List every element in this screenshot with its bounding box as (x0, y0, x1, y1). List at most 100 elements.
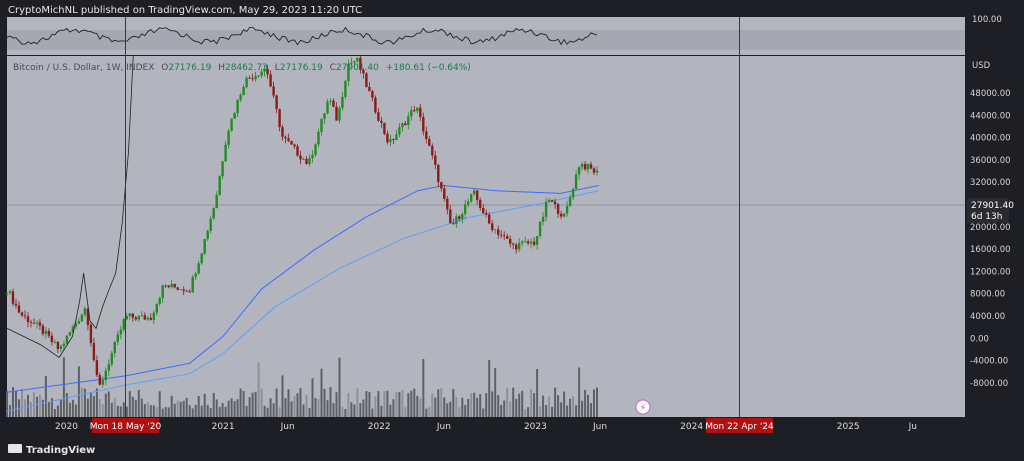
volume-bar (371, 408, 374, 417)
candle (233, 111, 236, 119)
candle (550, 199, 554, 203)
volume-bar (62, 357, 65, 417)
volume-bar (278, 407, 281, 417)
volume-bar (15, 391, 17, 417)
candle (494, 229, 497, 234)
volume-bar (596, 387, 598, 417)
volume-bar (275, 388, 278, 417)
volume-bar (353, 404, 356, 417)
volume-bar (140, 398, 143, 417)
pattern-trace-drawing (6, 55, 134, 358)
volume-bar (434, 397, 437, 417)
candle (524, 236, 527, 243)
candle (374, 95, 377, 114)
candle (89, 322, 93, 347)
volume-bar (30, 401, 32, 417)
candle (479, 197, 482, 211)
last-price-badge (967, 198, 1009, 223)
volume-bar (227, 400, 230, 417)
candle (440, 181, 443, 192)
volume-bar (269, 398, 272, 417)
candle (526, 239, 530, 246)
candle (509, 235, 512, 248)
volume-bar (302, 404, 305, 417)
candle (302, 157, 305, 160)
candle (290, 140, 293, 145)
volume-bar (116, 405, 119, 417)
volume-bar (194, 404, 197, 417)
volume-bar (416, 395, 419, 417)
volume-bar (491, 391, 494, 417)
volume-bar (383, 391, 386, 417)
volume-bar (443, 397, 446, 417)
volume-bar (146, 402, 149, 417)
volume-bar (101, 404, 104, 417)
candle (413, 105, 416, 113)
candle (272, 81, 275, 99)
candle (556, 203, 560, 218)
volume-bar (230, 398, 233, 417)
candle (503, 231, 506, 240)
volume-bar (104, 393, 107, 417)
volume-bar (152, 405, 155, 417)
volume-bar (389, 404, 392, 417)
volume-bar (344, 409, 347, 417)
candle (146, 315, 149, 321)
volume-bar (293, 396, 296, 417)
volume-bar (506, 387, 509, 417)
volume-bar (149, 405, 152, 417)
candle (122, 317, 125, 332)
volume-bar (107, 391, 110, 417)
lightning-event-icon[interactable] (635, 399, 651, 415)
candle (458, 215, 461, 222)
candle (23, 310, 27, 320)
candle (428, 135, 431, 147)
price-tick: 16000.00 (970, 245, 1011, 255)
volume-bar (548, 396, 551, 417)
candle (586, 163, 590, 174)
volume-bar (461, 397, 464, 417)
candle (574, 170, 578, 190)
candle (11, 288, 15, 307)
candle (83, 306, 87, 317)
volume-bar (572, 396, 575, 417)
candle (437, 164, 440, 188)
volume-bar (179, 401, 182, 417)
legend-low: 27176.19 (280, 63, 323, 73)
volume-bar (56, 405, 59, 417)
time-tick: Jun (436, 422, 451, 432)
candle (185, 289, 188, 292)
candle (197, 260, 200, 275)
volume-bar (200, 405, 203, 417)
time-tick: 2023 (524, 422, 547, 432)
candle (47, 328, 51, 338)
time-axis[interactable]: 2020 2021 Jun 2022 Jun 2023 Jun 2024 2025 Ju (55, 422, 917, 432)
candlestick-series (5, 56, 599, 388)
candle (461, 212, 464, 224)
volume-bar (290, 401, 293, 417)
candle (263, 65, 266, 77)
price-axis[interactable]: 48000.00 44000.00 40000.00 36000.00 32000.00… (970, 89, 1011, 389)
volume-bar (512, 387, 515, 417)
candle (92, 337, 96, 362)
tradingview-logo-icon (8, 444, 22, 453)
volume-bar (335, 392, 338, 417)
volume-bar (59, 399, 62, 417)
candle (29, 319, 33, 328)
candle (326, 99, 329, 115)
time-tick: Ju (908, 422, 917, 432)
candle (335, 102, 338, 121)
volume-bar (221, 402, 224, 417)
volume-bar (263, 405, 266, 417)
time-tick: 2020 (55, 422, 78, 432)
volume-bar (362, 399, 365, 417)
volume-bar (545, 405, 548, 417)
price-pane[interactable] (7, 56, 965, 417)
volume-bar (191, 408, 194, 417)
volume-bar (68, 402, 71, 417)
volume-bar (527, 407, 530, 417)
candle (580, 161, 584, 171)
volume-bar (287, 389, 290, 417)
candle (137, 315, 140, 323)
